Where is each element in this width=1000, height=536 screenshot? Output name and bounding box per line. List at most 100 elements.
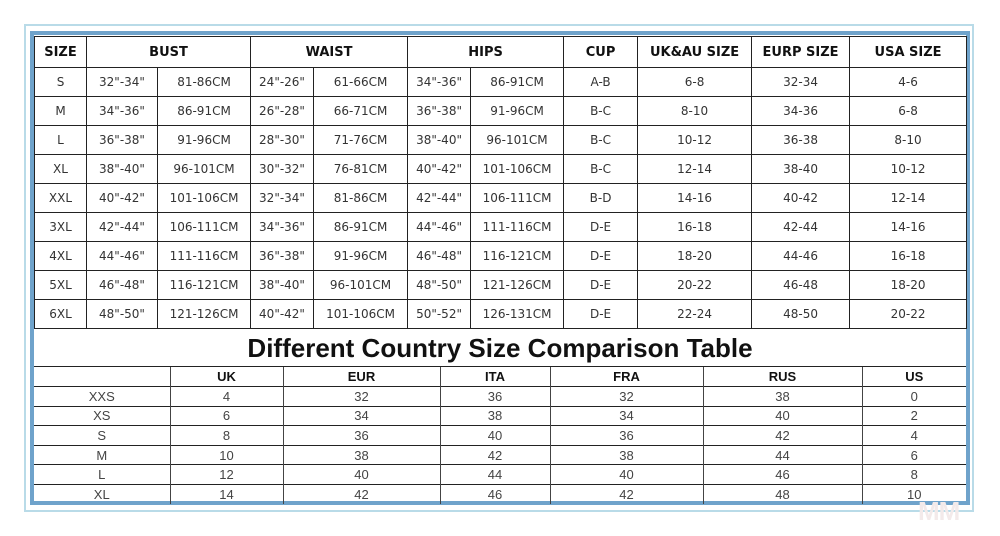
size-row: 4XL 44"-46" 111-116CM 36"-38" 91-96CM 46"-48"… bbox=[34, 241, 968, 271]
watermark-logo: MM bbox=[918, 496, 960, 526]
size-cell: 126-131CM bbox=[470, 299, 565, 329]
header-hips: HIPS bbox=[407, 36, 565, 68]
comparison-header-cell: EUR bbox=[282, 366, 440, 387]
comparison-row: M 10 38 42 38 44 6 bbox=[34, 444, 966, 465]
size-cell: 81-86CM bbox=[313, 183, 409, 213]
size-row: L 36"-38" 91-96CM 28"-30" 71-76CM 38"-40" 96-1… bbox=[34, 125, 968, 155]
size-cell: 46"-48" bbox=[407, 241, 472, 271]
comparison-row: XL 14 42 46 42 48 10 bbox=[34, 483, 966, 504]
comparison-cell: 48 bbox=[702, 483, 862, 504]
size-cell: 32"-34" bbox=[86, 67, 158, 97]
comparison-cell: 42 bbox=[549, 483, 703, 504]
size-cell: 111-116CM bbox=[156, 241, 252, 271]
size-cell: 20-22 bbox=[849, 299, 968, 329]
size-cell: 40"-42" bbox=[407, 154, 472, 184]
size-cell: XL bbox=[34, 154, 87, 184]
header-usa: USA SIZE bbox=[849, 36, 968, 68]
size-cell: 6XL bbox=[34, 299, 87, 329]
comparison-cell: 38 bbox=[282, 444, 440, 465]
comparison-cell: 2 bbox=[861, 405, 966, 426]
size-cell: 86-91CM bbox=[156, 96, 252, 126]
size-cell: 36"-38" bbox=[250, 241, 315, 271]
comparison-header-cell bbox=[34, 366, 170, 387]
comparison-cell: 42 bbox=[439, 444, 550, 465]
size-cell: 4XL bbox=[34, 241, 87, 271]
comparison-cell: 14 bbox=[169, 483, 283, 504]
size-cell: B-D bbox=[563, 183, 639, 213]
header-size: SIZE bbox=[34, 36, 87, 68]
size-cell: 38-40 bbox=[751, 154, 851, 184]
size-cell: B-C bbox=[563, 96, 639, 126]
outer-frame bbox=[24, 24, 974, 512]
size-cell: 121-126CM bbox=[156, 299, 252, 329]
size-cell: 36"-38" bbox=[86, 125, 158, 155]
comparison-header-cell: ITA bbox=[439, 366, 550, 387]
comparison-header-cell: US bbox=[861, 366, 966, 387]
size-cell: 14-16 bbox=[849, 212, 968, 242]
comparison-cell: 36 bbox=[439, 386, 550, 407]
size-chart-header: SIZE BUST WAIST HIPS CUP UK&AU SIZE EURP… bbox=[34, 36, 968, 68]
comparison-header-cell: RUS bbox=[702, 366, 862, 387]
comparison-cell: 38 bbox=[549, 444, 703, 465]
size-cell: XXL bbox=[34, 183, 87, 213]
size-chart-table: SIZE BUST WAIST HIPS CUP UK&AU SIZE EURP… bbox=[34, 36, 968, 329]
comparison-cell: 40 bbox=[439, 425, 550, 446]
comparison-row: XXS 4 32 36 32 38 0 bbox=[34, 386, 966, 407]
size-cell: D-E bbox=[563, 270, 639, 300]
comparison-cell: M bbox=[34, 444, 170, 465]
size-cell: 40-42 bbox=[751, 183, 851, 213]
size-cell: L bbox=[34, 125, 87, 155]
size-row: 3XL 42"-44" 106-111CM 34"-36" 86-91CM 44"-46"… bbox=[34, 212, 968, 242]
size-cell: 38"-40" bbox=[86, 154, 158, 184]
size-cell: 10-12 bbox=[637, 125, 753, 155]
size-cell: 34"-36" bbox=[407, 67, 472, 97]
size-cell: 40"-42" bbox=[250, 299, 315, 329]
size-cell: 116-121CM bbox=[156, 270, 252, 300]
size-cell: 116-121CM bbox=[470, 241, 565, 271]
comparison-cell: 44 bbox=[439, 464, 550, 485]
header-waist: WAIST bbox=[250, 36, 409, 68]
comparison-header-cell: UK bbox=[169, 366, 283, 387]
comparison-cell: 6 bbox=[169, 405, 283, 426]
size-cell: 71-76CM bbox=[313, 125, 409, 155]
size-cell: B-C bbox=[563, 154, 639, 184]
comparison-cell: 42 bbox=[282, 483, 440, 504]
size-cell: 38"-40" bbox=[407, 125, 472, 155]
size-cell: 96-101CM bbox=[313, 270, 409, 300]
size-cell: 91-96CM bbox=[470, 96, 565, 126]
comparison-cell: 6 bbox=[861, 444, 966, 465]
size-cell: 32-34 bbox=[751, 67, 851, 97]
size-cell: 24"-26" bbox=[250, 67, 315, 97]
size-cell: 50"-52" bbox=[407, 299, 472, 329]
size-cell: 106-111CM bbox=[156, 212, 252, 242]
size-cell: 46-48 bbox=[751, 270, 851, 300]
size-cell: 22-24 bbox=[637, 299, 753, 329]
size-cell: 14-16 bbox=[637, 183, 753, 213]
size-cell: 96-101CM bbox=[470, 125, 565, 155]
size-cell: 44"-46" bbox=[407, 212, 472, 242]
size-cell: 3XL bbox=[34, 212, 87, 242]
size-cell: 38"-40" bbox=[250, 270, 315, 300]
comparison-cell: 32 bbox=[549, 386, 703, 407]
size-cell: S bbox=[34, 67, 87, 97]
comparison-row: S 8 36 40 36 42 4 bbox=[34, 425, 966, 446]
size-cell: 12-14 bbox=[637, 154, 753, 184]
size-cell: 8-10 bbox=[849, 125, 968, 155]
comparison-row: XS 6 34 38 34 40 2 bbox=[34, 405, 966, 426]
size-cell: 106-111CM bbox=[470, 183, 565, 213]
size-cell: 96-101CM bbox=[156, 154, 252, 184]
size-cell: 121-126CM bbox=[470, 270, 565, 300]
comparison-header: UK EUR ITA FRA RUS US bbox=[34, 366, 966, 387]
size-cell: 4-6 bbox=[849, 67, 968, 97]
size-cell: 40"-42" bbox=[86, 183, 158, 213]
size-cell: M bbox=[34, 96, 87, 126]
size-row: 5XL 46"-48" 116-121CM 38"-40" 96-101CM 48"-50… bbox=[34, 270, 968, 300]
size-cell: 36"-38" bbox=[407, 96, 472, 126]
comparison-title: Different Country Size Comparison Table bbox=[247, 333, 753, 363]
comparison-cell: 34 bbox=[282, 405, 440, 426]
comparison-cell: 34 bbox=[549, 405, 703, 426]
size-cell: 61-66CM bbox=[313, 67, 409, 97]
size-cell: 18-20 bbox=[637, 241, 753, 271]
size-cell: D-E bbox=[563, 212, 639, 242]
size-cell: 26"-28" bbox=[250, 96, 315, 126]
